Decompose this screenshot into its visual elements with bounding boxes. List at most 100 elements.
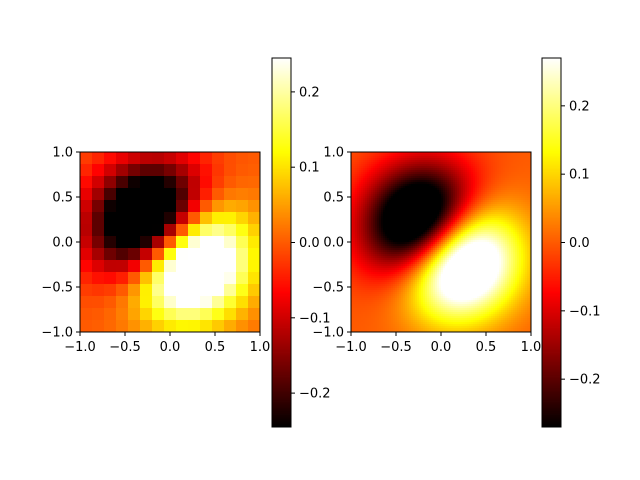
heatmap-cell	[471, 152, 474, 155]
heatmap-cell	[511, 172, 514, 175]
heatmap-cell	[411, 180, 414, 183]
heatmap-cell	[423, 206, 426, 209]
heatmap-cell	[499, 178, 502, 181]
heatmap-cell	[389, 204, 392, 207]
heatmap-cell	[519, 166, 522, 169]
heatmap-cell	[365, 166, 368, 169]
heatmap-cell	[449, 236, 452, 239]
heatmap-cell	[519, 202, 522, 205]
heatmap-cell	[435, 180, 438, 183]
heatmap-cell	[373, 210, 376, 213]
colorbar-segment	[272, 320, 291, 323]
heatmap-cell	[447, 242, 450, 245]
heatmap-cell	[523, 194, 526, 197]
heatmap-cell	[475, 232, 478, 235]
heatmap-cell	[355, 208, 358, 211]
heatmap-cell	[483, 212, 486, 215]
heatmap-cell	[451, 224, 454, 227]
heatmap-cell	[469, 152, 472, 155]
heatmap-cell	[399, 168, 402, 171]
heatmap-cell	[401, 234, 404, 237]
colorbar-segment	[272, 135, 291, 138]
heatmap-cell	[455, 172, 458, 175]
heatmap-cell	[485, 180, 488, 183]
heatmap-cell	[499, 224, 502, 227]
heatmap-cell	[423, 162, 426, 165]
heatmap-cell	[365, 232, 368, 235]
heatmap-cell	[447, 192, 450, 195]
heatmap-cell	[513, 220, 516, 223]
heatmap-cell	[477, 162, 480, 165]
heatmap-cell	[419, 206, 422, 209]
heatmap-cell	[433, 244, 436, 247]
heatmap-cell	[369, 194, 372, 197]
heatmap-cell	[489, 222, 492, 225]
heatmap-cell	[359, 208, 362, 211]
heatmap-cell	[469, 232, 472, 235]
heatmap-cell	[367, 188, 370, 191]
heatmap-cell	[467, 190, 470, 193]
heatmap-cell	[501, 188, 504, 191]
heatmap-cell	[387, 230, 390, 233]
colorbar-segment	[272, 379, 291, 382]
heatmap-cell	[367, 162, 370, 165]
heatmap-cell	[359, 168, 362, 171]
heatmap-cell	[377, 220, 380, 223]
heatmap-cell	[405, 220, 408, 223]
heatmap-cell	[527, 180, 530, 183]
heatmap-cell	[447, 228, 450, 231]
heatmap-cell	[487, 228, 490, 231]
heatmap-cell	[499, 182, 502, 185]
heatmap-cell	[461, 196, 464, 199]
heatmap-cell	[395, 234, 398, 237]
heatmap-cell	[447, 176, 450, 179]
heatmap-cell	[403, 210, 406, 213]
heatmap-cell	[433, 160, 436, 163]
heatmap-cell	[481, 244, 484, 247]
heatmap-cell	[497, 236, 500, 239]
heatmap-cell	[505, 228, 508, 231]
heatmap-cell	[224, 224, 237, 237]
heatmap-cell	[491, 190, 494, 193]
heatmap-cell	[371, 152, 374, 155]
heatmap-cell	[415, 178, 418, 181]
heatmap-cell	[369, 172, 372, 175]
heatmap-cell	[495, 186, 498, 189]
heatmap-cell	[437, 158, 440, 161]
heatmap-cell	[517, 218, 520, 221]
heatmap-cell	[359, 194, 362, 197]
heatmap-cell	[421, 216, 424, 219]
heatmap-cell	[365, 198, 368, 201]
heatmap-cell	[467, 214, 470, 217]
heatmap-cell	[513, 186, 516, 189]
heatmap-cell	[487, 156, 490, 159]
heatmap-cell	[479, 242, 482, 245]
heatmap-cell	[363, 152, 366, 155]
heatmap-cell	[457, 202, 460, 205]
colorbar-segment	[272, 131, 291, 134]
heatmap-cell	[391, 242, 394, 245]
colorbar-segment	[272, 362, 291, 364]
heatmap-cell	[451, 192, 454, 195]
heatmap-cell	[383, 160, 386, 163]
heatmap-cell	[369, 206, 372, 209]
heatmap-cell	[511, 240, 514, 243]
heatmap-cell	[395, 214, 398, 217]
heatmap-cell	[433, 200, 436, 203]
heatmap-cell	[409, 210, 412, 213]
heatmap-cell	[357, 244, 360, 247]
heatmap-cell	[505, 224, 508, 227]
heatmap-cell	[527, 170, 530, 173]
heatmap-cell	[423, 156, 426, 159]
heatmap-cell	[357, 248, 360, 251]
heatmap-cell	[441, 234, 444, 237]
heatmap-cell	[397, 204, 400, 207]
heatmap-cell	[453, 206, 456, 209]
heatmap-cell	[523, 200, 526, 203]
heatmap-cell	[385, 232, 388, 235]
heatmap-cell	[473, 234, 476, 237]
heatmap-cell	[501, 244, 504, 247]
heatmap-cell	[457, 200, 460, 203]
heatmap-cell	[393, 212, 396, 215]
heatmap-cell	[475, 202, 478, 205]
